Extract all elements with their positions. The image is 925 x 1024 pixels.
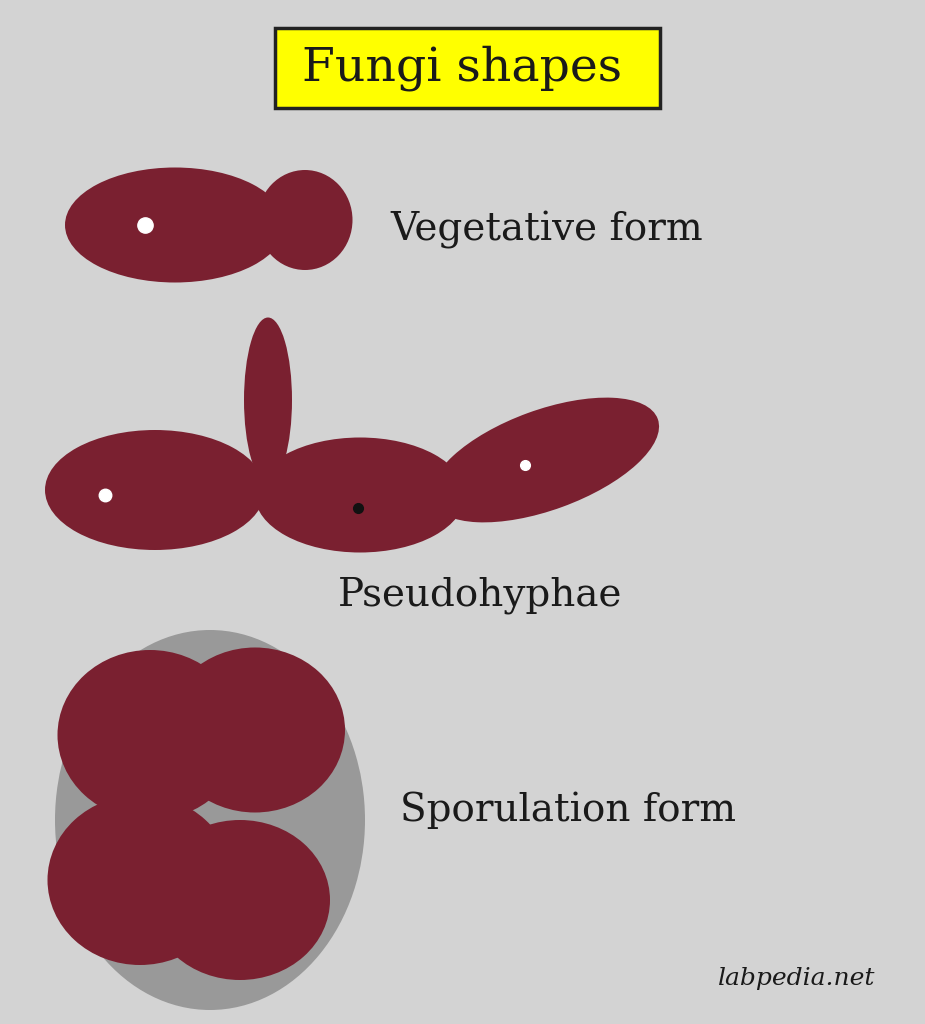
Ellipse shape xyxy=(257,170,352,270)
Ellipse shape xyxy=(244,317,292,482)
Ellipse shape xyxy=(57,650,242,820)
Ellipse shape xyxy=(47,795,232,965)
Ellipse shape xyxy=(65,168,285,283)
Ellipse shape xyxy=(55,630,365,1010)
Ellipse shape xyxy=(150,820,330,980)
Ellipse shape xyxy=(165,647,345,812)
FancyBboxPatch shape xyxy=(275,28,660,108)
Text: Vegetative form: Vegetative form xyxy=(390,211,703,249)
Text: Sporulation form: Sporulation form xyxy=(400,792,736,828)
Text: Pseudohyphae: Pseudohyphae xyxy=(338,577,623,613)
Text: labpedia.net: labpedia.net xyxy=(718,967,875,990)
Ellipse shape xyxy=(255,437,465,553)
Ellipse shape xyxy=(431,397,659,522)
Text: Fungi shapes: Fungi shapes xyxy=(302,45,622,91)
Ellipse shape xyxy=(45,430,265,550)
